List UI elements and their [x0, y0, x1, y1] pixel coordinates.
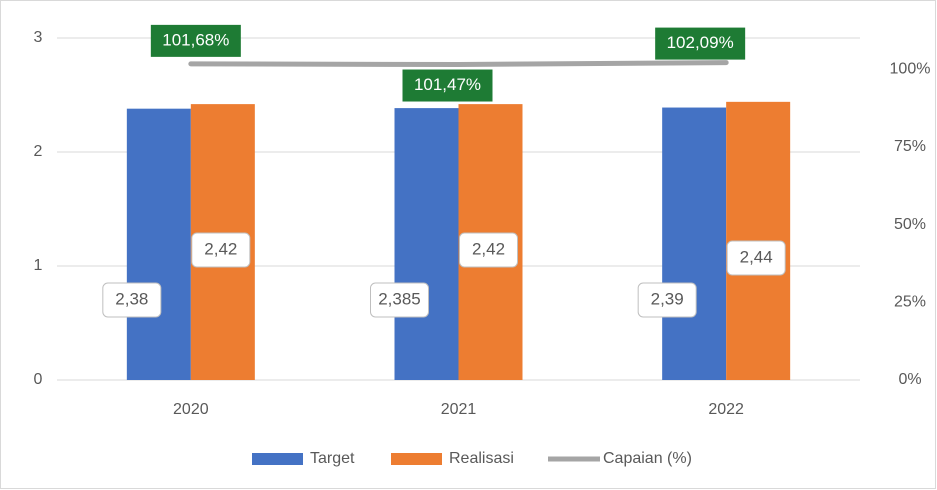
data-label-box	[370, 282, 429, 318]
data-label-box	[402, 69, 493, 102]
data-label-box	[655, 27, 746, 60]
data-label-box	[150, 24, 241, 57]
data-label: 2,385	[378, 289, 421, 308]
y2-tick-label: 25%	[894, 293, 926, 310]
y-tick-label: 2	[34, 143, 43, 160]
data-label: 102,09%	[667, 33, 734, 52]
bar	[394, 108, 459, 381]
bar	[662, 107, 727, 380]
y2-tick-label: 50%	[894, 216, 926, 233]
legend-swatch	[252, 453, 303, 465]
data-label: 101,68%	[162, 30, 229, 49]
bar	[126, 108, 191, 381]
data-label-box	[726, 240, 786, 276]
data-label: 2,42	[472, 239, 505, 258]
data-label-box	[459, 232, 518, 268]
data-label: 2,38	[115, 289, 148, 308]
legend-label: Realisasi	[449, 450, 514, 467]
data-label: 101,47%	[414, 75, 481, 94]
data-label: 2,42	[204, 239, 237, 258]
y2-tick-label: 75%	[894, 138, 926, 155]
data-label: 2,44	[740, 247, 773, 266]
legend-label: Capaian (%)	[603, 450, 692, 467]
line	[188, 60, 729, 68]
y2-tick-label: 100%	[890, 60, 931, 77]
y-tick-label: 1	[34, 257, 43, 274]
x-tick-label: 2022	[708, 401, 744, 418]
data-label-box	[102, 282, 162, 318]
x-tick-label: 2020	[173, 401, 209, 418]
data-label-box	[191, 232, 251, 268]
y-tick-label: 3	[34, 29, 43, 46]
y-tick-label: 0	[34, 371, 43, 388]
y2-tick-label: 0%	[898, 371, 921, 388]
data-label: 2,39	[651, 289, 684, 308]
data-label-box	[637, 282, 697, 318]
x-tick-label: 2021	[441, 401, 477, 418]
legend-swatch	[391, 453, 442, 465]
legend-label: Target	[310, 450, 355, 467]
